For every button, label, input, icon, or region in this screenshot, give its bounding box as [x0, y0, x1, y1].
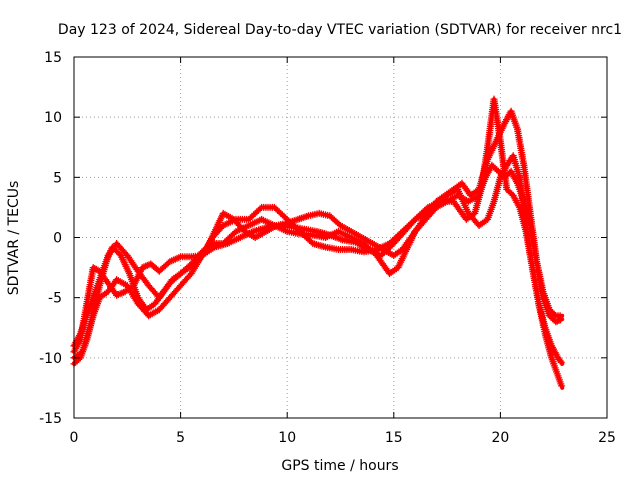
y-tick-label-6: 15 [44, 50, 62, 66]
y-tick-label-2: -5 [48, 291, 62, 307]
x-axis-label: GPS time / hours [281, 458, 398, 474]
axes: 0 5 10 15 20 25 -15 -10 -5 0 5 10 15 [39, 50, 616, 446]
y-tick-label-1: -10 [39, 351, 62, 367]
x-tick-label-2: 10 [278, 430, 296, 446]
x-tick-label-0: 0 [70, 430, 79, 446]
x-tick-label-3: 15 [385, 430, 403, 446]
y-axis-label: SDTVAR / TECUs [6, 181, 22, 296]
chart-title: Day 123 of 2024, Sidereal Day-to-day VTE… [58, 22, 622, 38]
y-tick-label-5: 10 [44, 110, 62, 126]
x-tick-label-1: 5 [176, 430, 185, 446]
y-tick-label-0: -15 [39, 411, 62, 427]
x-tick-label-5: 25 [598, 430, 616, 446]
x-tick-label-4: 20 [491, 430, 509, 446]
y-tick-label-3: 0 [53, 231, 62, 247]
y-tick-label-4: 5 [53, 170, 62, 186]
